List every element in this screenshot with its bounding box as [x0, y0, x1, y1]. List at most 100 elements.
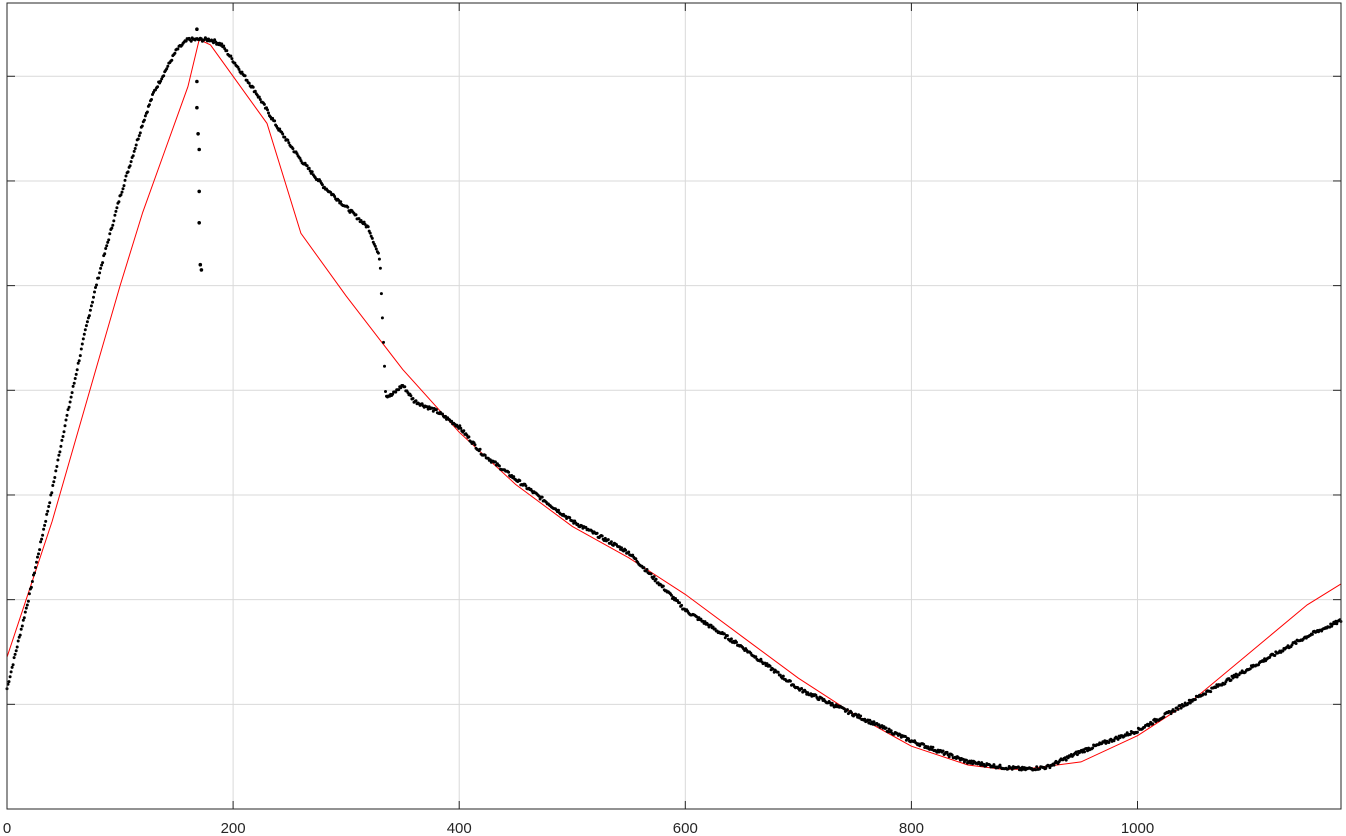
- data-point: [434, 408, 438, 412]
- data-point: [642, 566, 646, 570]
- data-point: [366, 225, 370, 229]
- data-point: [119, 193, 123, 197]
- data-point: [1229, 678, 1233, 682]
- data-point: [170, 58, 174, 62]
- data-point: [922, 742, 926, 746]
- data-point: [354, 213, 358, 217]
- x-tick-label: 1000: [1121, 820, 1154, 836]
- data-point: [859, 714, 863, 718]
- data-point: [94, 286, 97, 289]
- data-point: [1044, 766, 1048, 770]
- data-point: [65, 413, 69, 417]
- fit-curve: [6, 38, 1342, 770]
- data-point: [945, 750, 949, 754]
- data-point: [110, 226, 114, 230]
- data-point: [23, 610, 27, 614]
- data-point: [13, 652, 17, 656]
- data-point: [69, 395, 73, 399]
- data-point: [142, 118, 146, 122]
- data-point: [703, 620, 707, 624]
- data-point: [53, 476, 57, 479]
- data-point: [383, 364, 386, 368]
- data-point: [29, 585, 33, 589]
- data-point: [540, 495, 544, 499]
- data-point: [759, 657, 763, 661]
- data-point: [64, 418, 68, 422]
- plot-border: [6, 2, 1342, 810]
- data-point: [229, 54, 233, 58]
- data-point: [507, 470, 511, 474]
- data-point: [346, 205, 350, 209]
- data-point: [357, 217, 361, 221]
- data-point: [1075, 753, 1079, 757]
- data-point: [363, 222, 367, 226]
- data-point: [414, 399, 418, 403]
- data-point: [266, 108, 269, 112]
- data-point: [61, 435, 65, 438]
- data-point: [173, 51, 177, 55]
- data-point: [1294, 642, 1298, 645]
- data-point: [147, 103, 151, 107]
- data-point: [384, 390, 387, 393]
- data-point: [38, 548, 42, 552]
- outlier-point: [195, 105, 199, 110]
- data-point: [800, 687, 804, 690]
- outlier-point: [195, 79, 199, 84]
- data-point: [473, 443, 477, 447]
- data-point: [240, 70, 244, 74]
- data-point: [1112, 739, 1116, 743]
- outlier-point: [197, 147, 201, 152]
- data-point: [462, 429, 466, 433]
- data-point: [431, 409, 435, 413]
- data-point: [991, 765, 995, 769]
- data-point: [34, 566, 37, 569]
- data-point: [14, 649, 18, 653]
- data-point: [497, 464, 501, 468]
- data-point: [512, 475, 516, 479]
- data-point: [273, 119, 277, 123]
- data-point: [79, 347, 83, 351]
- data-point: [99, 266, 103, 270]
- data-point: [645, 568, 649, 571]
- data-point: [329, 190, 333, 194]
- x-tick-label: 400: [447, 820, 472, 836]
- data-point: [42, 527, 46, 531]
- data-point: [258, 98, 262, 101]
- data-point: [409, 394, 413, 398]
- data-point: [7, 680, 11, 684]
- data-point: [257, 95, 261, 99]
- data-point: [100, 263, 104, 267]
- data-point: [105, 244, 109, 248]
- data-point: [63, 424, 67, 428]
- data-point: [467, 435, 471, 439]
- data-point: [129, 160, 133, 164]
- outlier-point: [197, 221, 201, 225]
- data-point: [584, 525, 588, 529]
- data-point: [220, 42, 224, 46]
- data-point: [287, 141, 291, 145]
- data-point: [305, 164, 309, 168]
- data-point: [661, 584, 665, 588]
- data-point: [1209, 690, 1213, 694]
- data-point: [128, 164, 132, 168]
- data-point: [941, 749, 945, 753]
- data-point: [483, 453, 487, 457]
- data-point: [394, 390, 398, 394]
- data-point: [283, 135, 287, 139]
- data-point: [524, 484, 528, 488]
- data-point: [52, 480, 56, 484]
- data-point: [160, 77, 164, 81]
- data-point: [156, 85, 160, 89]
- data-point: [1188, 701, 1192, 705]
- data-point: [18, 633, 22, 637]
- outlier-point: [195, 27, 199, 32]
- data-point: [1176, 707, 1180, 711]
- data-point: [123, 178, 127, 182]
- data-point: [126, 170, 130, 174]
- data-point: [845, 708, 849, 712]
- data-point: [379, 292, 383, 296]
- data-point: [150, 98, 153, 101]
- data-point: [60, 438, 64, 442]
- data-point: [27, 592, 31, 596]
